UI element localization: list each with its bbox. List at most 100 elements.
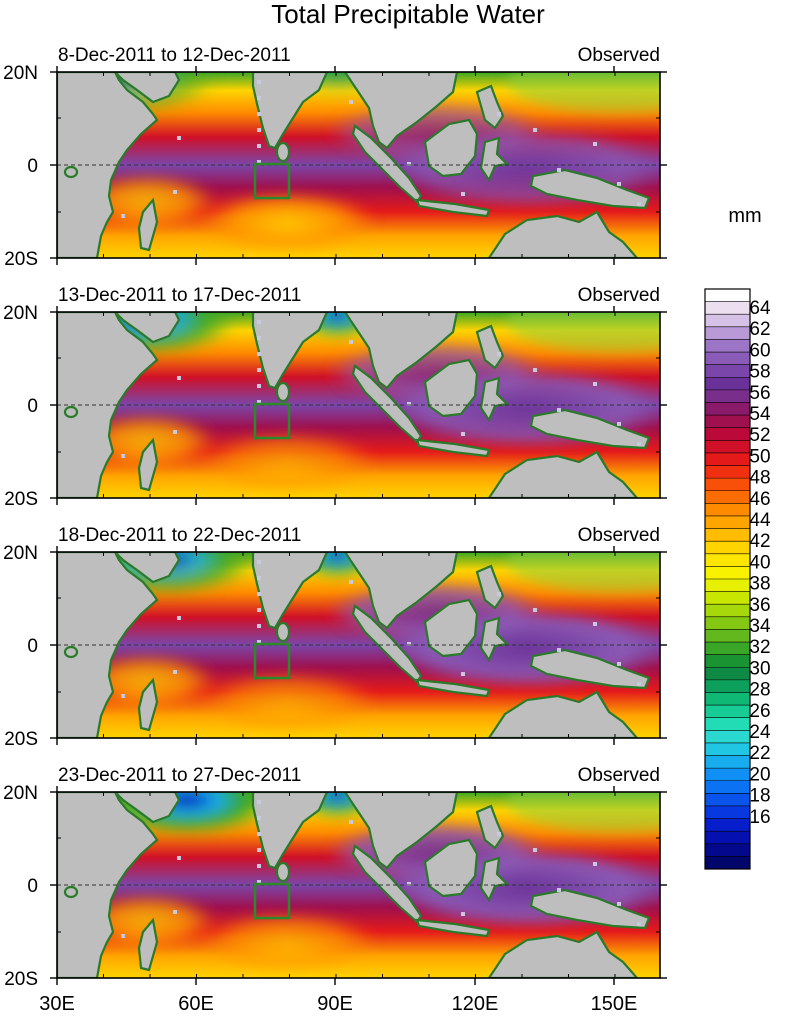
colorbar-label: 22 [749, 743, 770, 764]
colorbar-label: 52 [749, 425, 770, 446]
colorbar-swatch [705, 289, 750, 303]
colorbar-swatch [705, 478, 750, 492]
colorbar-label: 32 [749, 637, 770, 658]
lat-label: 20N [3, 63, 38, 84]
longitude-axis: 30E 60E 90E 120E 150E [39, 993, 637, 1015]
colorbar-swatch [705, 793, 750, 807]
colorbar-swatch [705, 591, 750, 605]
colorbar-swatch [705, 377, 750, 391]
colorbar-swatch [705, 843, 750, 857]
colorbar-swatch [705, 679, 750, 693]
lon-label: 120E [452, 993, 499, 1015]
colorbar-swatch [705, 629, 750, 643]
lat-label: 20S [4, 249, 38, 270]
figure-title: Total Precipitable Water [271, 0, 545, 29]
map-panel: 20N 0 20S 18-Dec-2011 to 22-Dec-2011 Observe… [3, 525, 667, 750]
panel-date-range: 8-Dec-2011 to 12-Dec-2011 [58, 45, 291, 66]
region-box [253, 402, 291, 440]
colorbar-label: 46 [749, 489, 770, 510]
map-panel: 20N 0 20S 13-Dec-2011 to 17-Dec-2011 Observe… [3, 285, 667, 510]
colorbar-swatch [705, 352, 750, 366]
lon-label: 90E [317, 993, 353, 1015]
colorbar-label: 56 [749, 383, 770, 404]
units-label: mm [728, 205, 761, 227]
colorbar-swatch [705, 579, 750, 593]
colorbar-swatch [705, 528, 750, 542]
colorbar-swatch [705, 515, 750, 530]
panel-status: Observed [578, 285, 660, 306]
lon-label: 150E [591, 993, 638, 1015]
lat-label: 20S [4, 489, 38, 510]
colorbar-label: 48 [749, 468, 770, 489]
colorbar-label: 28 [749, 680, 770, 701]
lat-label: 20N [3, 303, 38, 324]
colorbar-swatch [705, 452, 750, 467]
colorbar-swatch [705, 301, 750, 315]
lat-label: 0 [27, 876, 38, 897]
colorbar-swatch [705, 692, 750, 706]
moisture-field [57, 312, 660, 498]
lat-label: 0 [27, 156, 38, 177]
colorbar-swatch [705, 314, 750, 328]
map-panel: 20N 0 20S 23-Dec-2011 to 27-Dec-2011 Observe… [3, 765, 667, 990]
region-box [253, 882, 291, 920]
colorbar-label: 62 [749, 319, 770, 340]
colorbar-swatch [705, 490, 750, 504]
lat-label: 20S [4, 729, 38, 750]
colorbar-swatch [705, 654, 750, 668]
colorbar-label: 54 [749, 404, 771, 425]
colorbar-swatch [705, 326, 750, 340]
colorbar-swatch [705, 541, 750, 555]
colorbar-swatch [705, 730, 750, 744]
lat-label: 0 [27, 396, 38, 417]
panel-status: Observed [578, 525, 660, 546]
moisture-field [57, 552, 660, 738]
lat-label: 0 [27, 636, 38, 657]
colorbar-label: 60 [749, 340, 770, 361]
colorbar-label: 44 [749, 510, 771, 531]
colorbar-label: 50 [749, 446, 770, 467]
colorbar-swatch [705, 339, 750, 353]
region-box [253, 162, 291, 200]
colorbar-label: 34 [749, 616, 771, 637]
lat-label: 20N [3, 783, 38, 804]
colorbar-label: 20 [749, 764, 770, 785]
colorbar-swatch [705, 856, 750, 870]
colorbar-swatch [705, 503, 750, 517]
colorbar-swatch [705, 705, 750, 719]
colorbar-swatch [705, 805, 750, 820]
colorbar-swatch [705, 717, 750, 731]
colorbar-swatch [705, 604, 750, 618]
colorbar-swatch [705, 742, 750, 757]
colorbar-label: 24 [749, 722, 771, 743]
panel-status: Observed [578, 765, 660, 786]
colorbar-swatch [705, 415, 750, 429]
region-box [253, 642, 291, 680]
lon-label: 60E [178, 993, 214, 1015]
colorbar-swatch [705, 465, 750, 479]
colorbar-swatch [705, 642, 750, 656]
colorbar: 6462605856545250484644424038363432302826… [704, 288, 771, 870]
colorbar-frame [704, 288, 751, 870]
colorbar-swatch [705, 818, 750, 832]
colorbar-label: 38 [749, 574, 770, 595]
colorbar-label: 40 [749, 552, 770, 573]
colorbar-label: 26 [749, 701, 770, 722]
colorbar-label: 64 [749, 298, 771, 319]
colorbar-label: 42 [749, 531, 770, 552]
colorbar-label: 30 [749, 658, 770, 679]
colorbar-swatch [705, 553, 750, 567]
colorbar-swatch [705, 831, 750, 845]
panel-date-range: 18-Dec-2011 to 22-Dec-2011 [58, 525, 301, 546]
colorbar-swatch [705, 389, 750, 403]
lon-label: 30E [39, 993, 75, 1015]
panel-date-range: 13-Dec-2011 to 17-Dec-2011 [58, 285, 301, 306]
map-panel: 20N 0 20S 8-Dec-2011 to 12-Dec-2011 Observed [3, 45, 667, 270]
colorbar-swatch [705, 780, 750, 794]
colorbar-label: 36 [749, 595, 770, 616]
colorbar-swatch [705, 768, 750, 782]
colorbar-label: 58 [749, 362, 770, 383]
colorbar-swatch [705, 402, 750, 416]
colorbar-swatch [705, 616, 750, 630]
